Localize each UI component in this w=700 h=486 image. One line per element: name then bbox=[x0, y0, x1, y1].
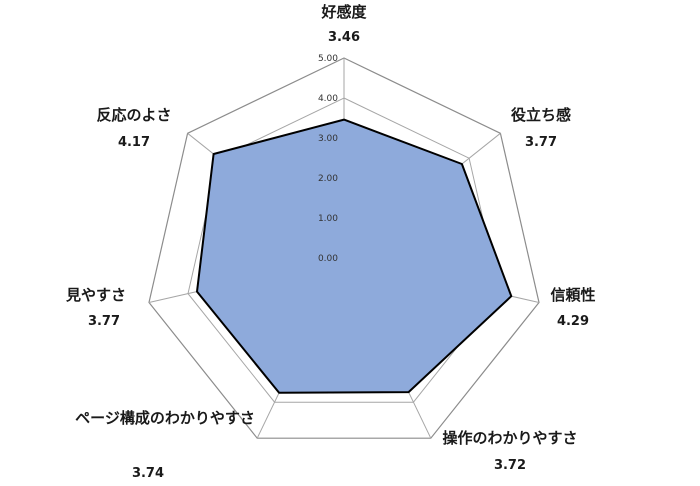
category-label: 好感度 bbox=[320, 3, 367, 21]
value-label: 4.17 bbox=[118, 135, 150, 150]
tick-label: 5.00 bbox=[318, 54, 338, 64]
category-label: 見やすさ bbox=[65, 286, 126, 304]
category-label: 役立ち感 bbox=[511, 106, 571, 124]
value-label: 4.29 bbox=[557, 314, 589, 329]
data-area bbox=[196, 118, 513, 394]
category-label: 操作のわかりやすさ bbox=[442, 429, 577, 447]
tick-label: 3.00 bbox=[318, 134, 338, 144]
value-label: 3.72 bbox=[494, 458, 526, 473]
tick-label: 2.00 bbox=[318, 174, 338, 184]
category-label: 信頼性 bbox=[550, 286, 595, 304]
radial-tick-labels: 0.00 1.00 2.00 3.00 4.00 5.00 bbox=[318, 54, 338, 264]
value-label: 3.77 bbox=[88, 314, 120, 329]
tick-label: 4.00 bbox=[318, 94, 338, 104]
category-label: 反応のよさ bbox=[96, 106, 171, 124]
tick-label: 0.00 bbox=[318, 254, 338, 264]
value-label: 3.74 bbox=[132, 466, 164, 481]
tick-label: 1.00 bbox=[318, 214, 338, 224]
value-label: 3.46 bbox=[328, 30, 360, 45]
category-label: ページ構成のわかりやすさ bbox=[75, 409, 255, 427]
grid-ring-5 bbox=[148, 57, 540, 439]
category-labels: 好感度 3.46 役立ち感 3.77 信頼性 4.29 操作のわかりやすさ 3.72 ページ構成… bbox=[65, 3, 596, 481]
value-label: 3.77 bbox=[525, 135, 557, 150]
